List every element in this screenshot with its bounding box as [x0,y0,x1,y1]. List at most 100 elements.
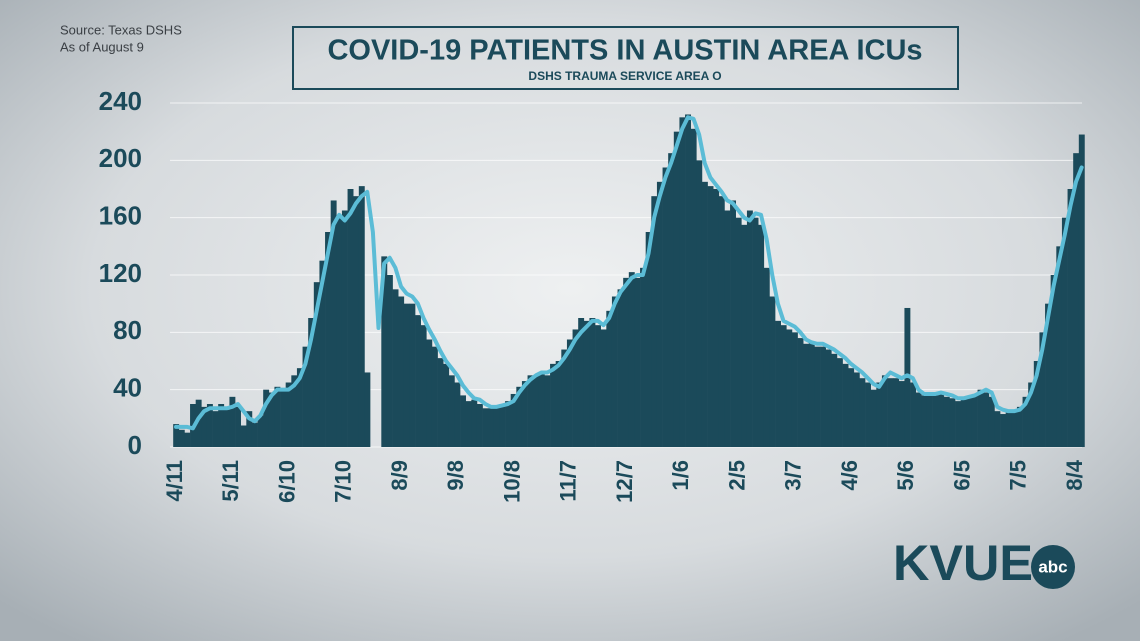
bar [1061,217,1068,447]
bar [865,382,871,447]
bar [544,375,551,447]
bar [471,399,478,447]
bar [1016,406,1023,447]
bar [836,358,843,447]
bar [994,411,1001,447]
bar [763,267,770,447]
bar [617,289,624,447]
bar [701,181,708,448]
bar [949,398,956,447]
bar [983,392,990,447]
bar [1022,396,1029,447]
bar [448,375,455,447]
bar [488,408,495,447]
y-tick-label: 160 [99,201,142,231]
x-tick-label: 4/11 [162,460,187,502]
bar [938,392,945,447]
bar [583,320,590,447]
bar [533,375,540,447]
x-tick-label: 2/5 [724,460,749,491]
chart-subtitle: DSHS TRAUMA SERVICE AREA O [528,69,721,83]
bar [206,404,213,447]
bar [1000,414,1006,447]
bar [859,378,866,447]
bar [881,375,888,447]
x-tick-label: 12/7 [612,460,637,503]
bar [246,411,253,447]
y-tick-label: 120 [99,258,142,288]
bar [296,368,303,447]
bar [1033,361,1040,447]
bar [505,401,511,447]
bar [229,396,236,447]
bar [1056,246,1063,447]
bar [955,401,961,447]
bar [460,395,466,447]
bar [274,386,281,447]
bar [600,329,607,447]
bar [814,346,821,447]
bar [887,378,894,447]
bar [685,114,691,447]
bar [741,224,748,447]
bar [589,318,596,447]
bar [606,310,613,447]
bar [251,422,258,447]
bar [673,131,680,447]
bar [870,389,877,447]
bar [634,277,641,447]
bar [971,393,978,447]
bar [392,289,399,447]
bar [285,382,292,447]
bar [218,404,225,447]
bar [932,395,939,447]
bar [420,325,427,447]
source-note: Source: Texas DSHS [60,22,182,37]
x-tick-label: 6/5 [949,460,974,491]
bar [1045,303,1051,447]
bar [1078,134,1085,448]
bar [353,196,360,447]
logo-badge [1031,545,1075,589]
bar [943,396,950,447]
bar [493,406,500,447]
bar [566,339,573,447]
title-box [292,26,959,90]
bar [527,375,534,447]
bar [521,381,528,447]
bar [223,409,230,447]
bar [1067,189,1074,447]
bar [825,349,832,447]
bar [1028,382,1035,447]
bar [848,368,855,447]
plot: 0 40 80 120 160 200 240 4/11 5/11 6/10 7/10 8/9 9/8 1… [99,86,1087,503]
bar [893,378,900,447]
bar [713,189,720,447]
bar [718,196,725,447]
x-tick-label: 10/8 [499,460,524,503]
bar [572,329,579,447]
bar [803,343,810,447]
bar [1039,332,1046,447]
bar [808,342,815,447]
average-line [174,115,1084,431]
bar [977,389,984,447]
bar [797,338,804,447]
bar [235,406,241,447]
bar [1050,275,1057,447]
bar [415,315,421,447]
date-note: As of August 9 [60,39,144,54]
bar [1005,412,1012,447]
bar [201,406,208,447]
bar [184,432,191,447]
y-tick-label: 40 [113,373,142,403]
bar [347,189,354,447]
x-tick-label: 8/9 [387,460,412,491]
bar [195,399,202,447]
bar [623,277,630,447]
bar [707,186,714,447]
bar [724,210,731,447]
x-tick-label: 3/7 [781,460,806,491]
bar [730,200,736,447]
bar [988,396,995,447]
